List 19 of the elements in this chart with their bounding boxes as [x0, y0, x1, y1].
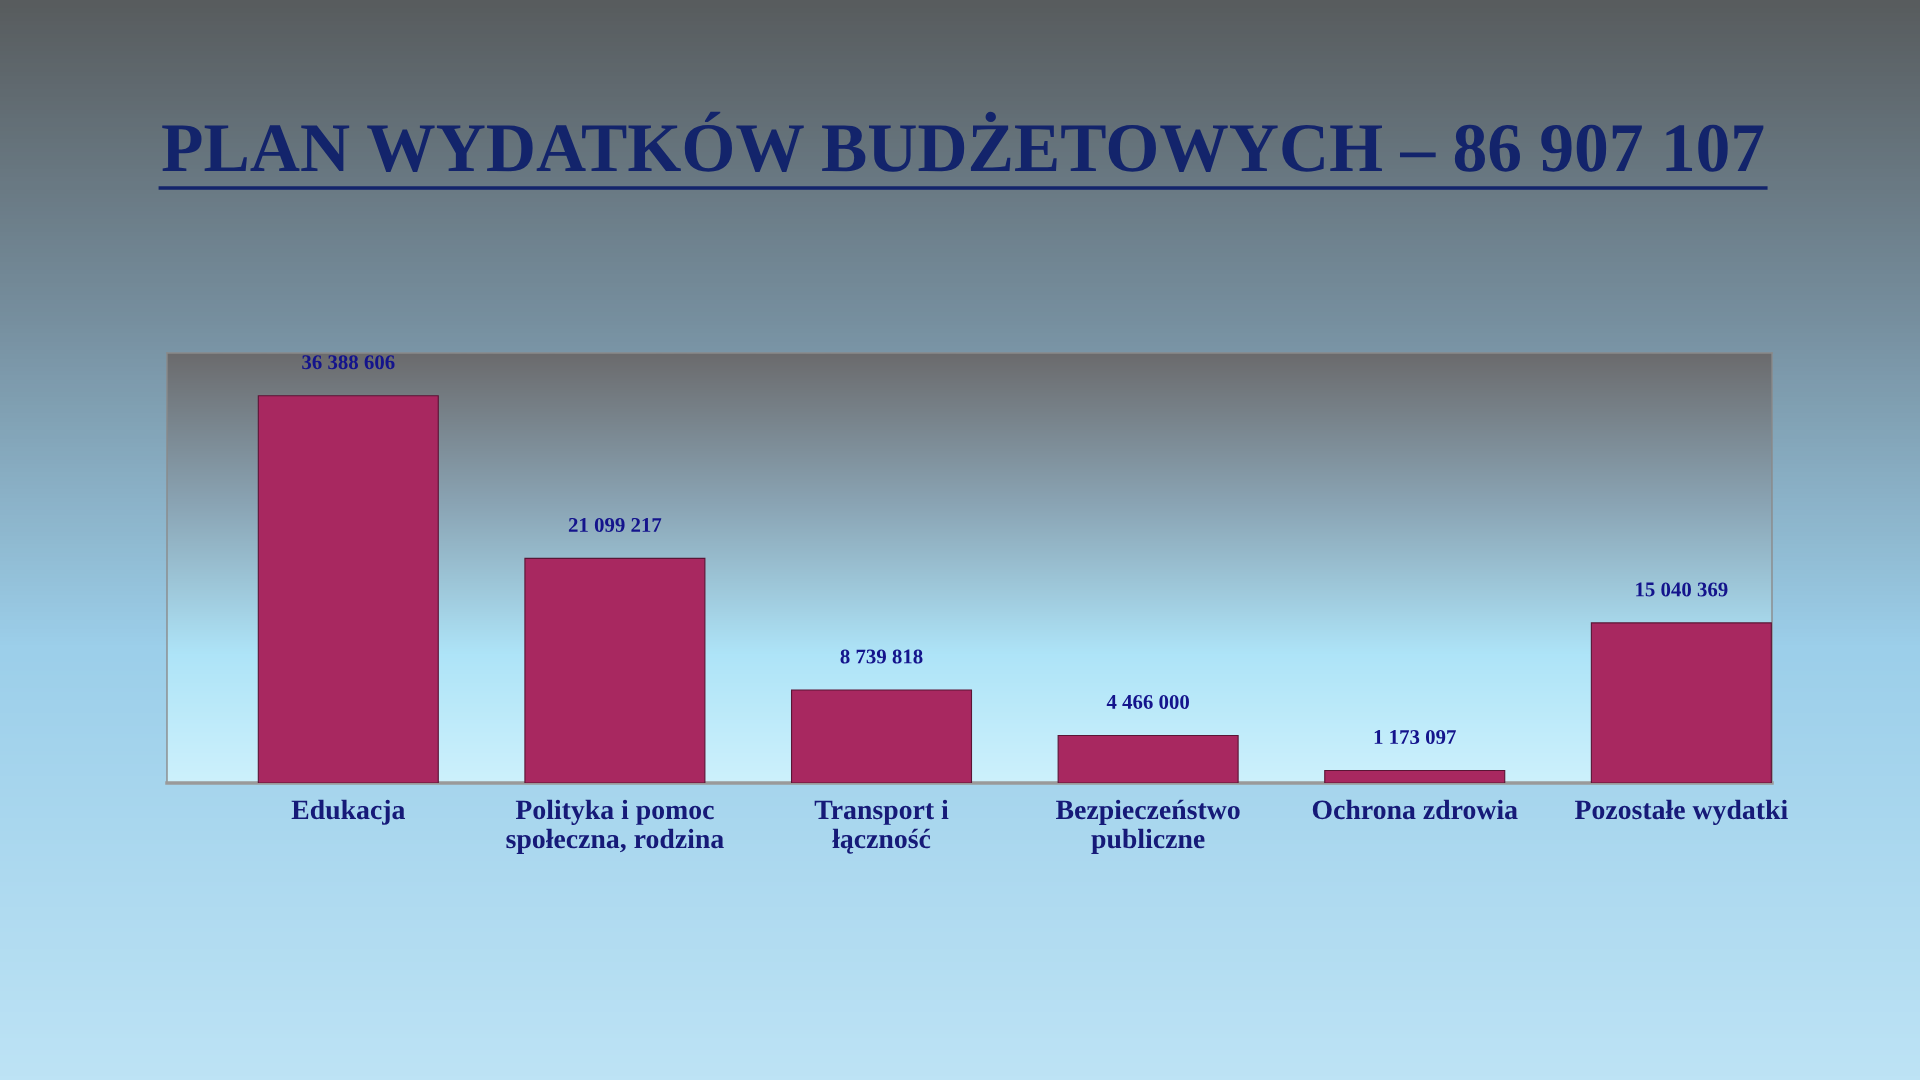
x-tick-label: Pozostałe wydatki — [1574, 799, 1788, 825]
x-tick-label: Edukacja — [291, 799, 405, 825]
chart-title: PLAN WYDATKÓW BUDŻETOWYCH – 86 907 107 — [162, 111, 1764, 173]
data-label: 4 466 000 — [1106, 694, 1189, 710]
bar — [1324, 769, 1506, 783]
bar — [257, 395, 439, 783]
bar — [524, 557, 706, 783]
data-label: 15 040 369 — [1636, 582, 1728, 597]
data-label: 36 388 606 — [302, 355, 395, 370]
data-label: 1 173 097 — [1374, 730, 1456, 745]
x-tick-label: Polityka i pomoc społeczna, rodzina — [506, 799, 724, 854]
x-tick-label: Ochrona zdrowia — [1312, 799, 1518, 820]
bar — [1590, 622, 1772, 783]
x-tick-label: Transport i łączność — [814, 799, 949, 854]
bar — [1057, 734, 1239, 783]
bar — [790, 689, 973, 783]
data-label: 8 739 818 — [840, 649, 923, 664]
x-tick-label: Bezpieczeństwo publiczne — [1056, 799, 1240, 854]
data-label: 21 099 217 — [568, 517, 662, 532]
